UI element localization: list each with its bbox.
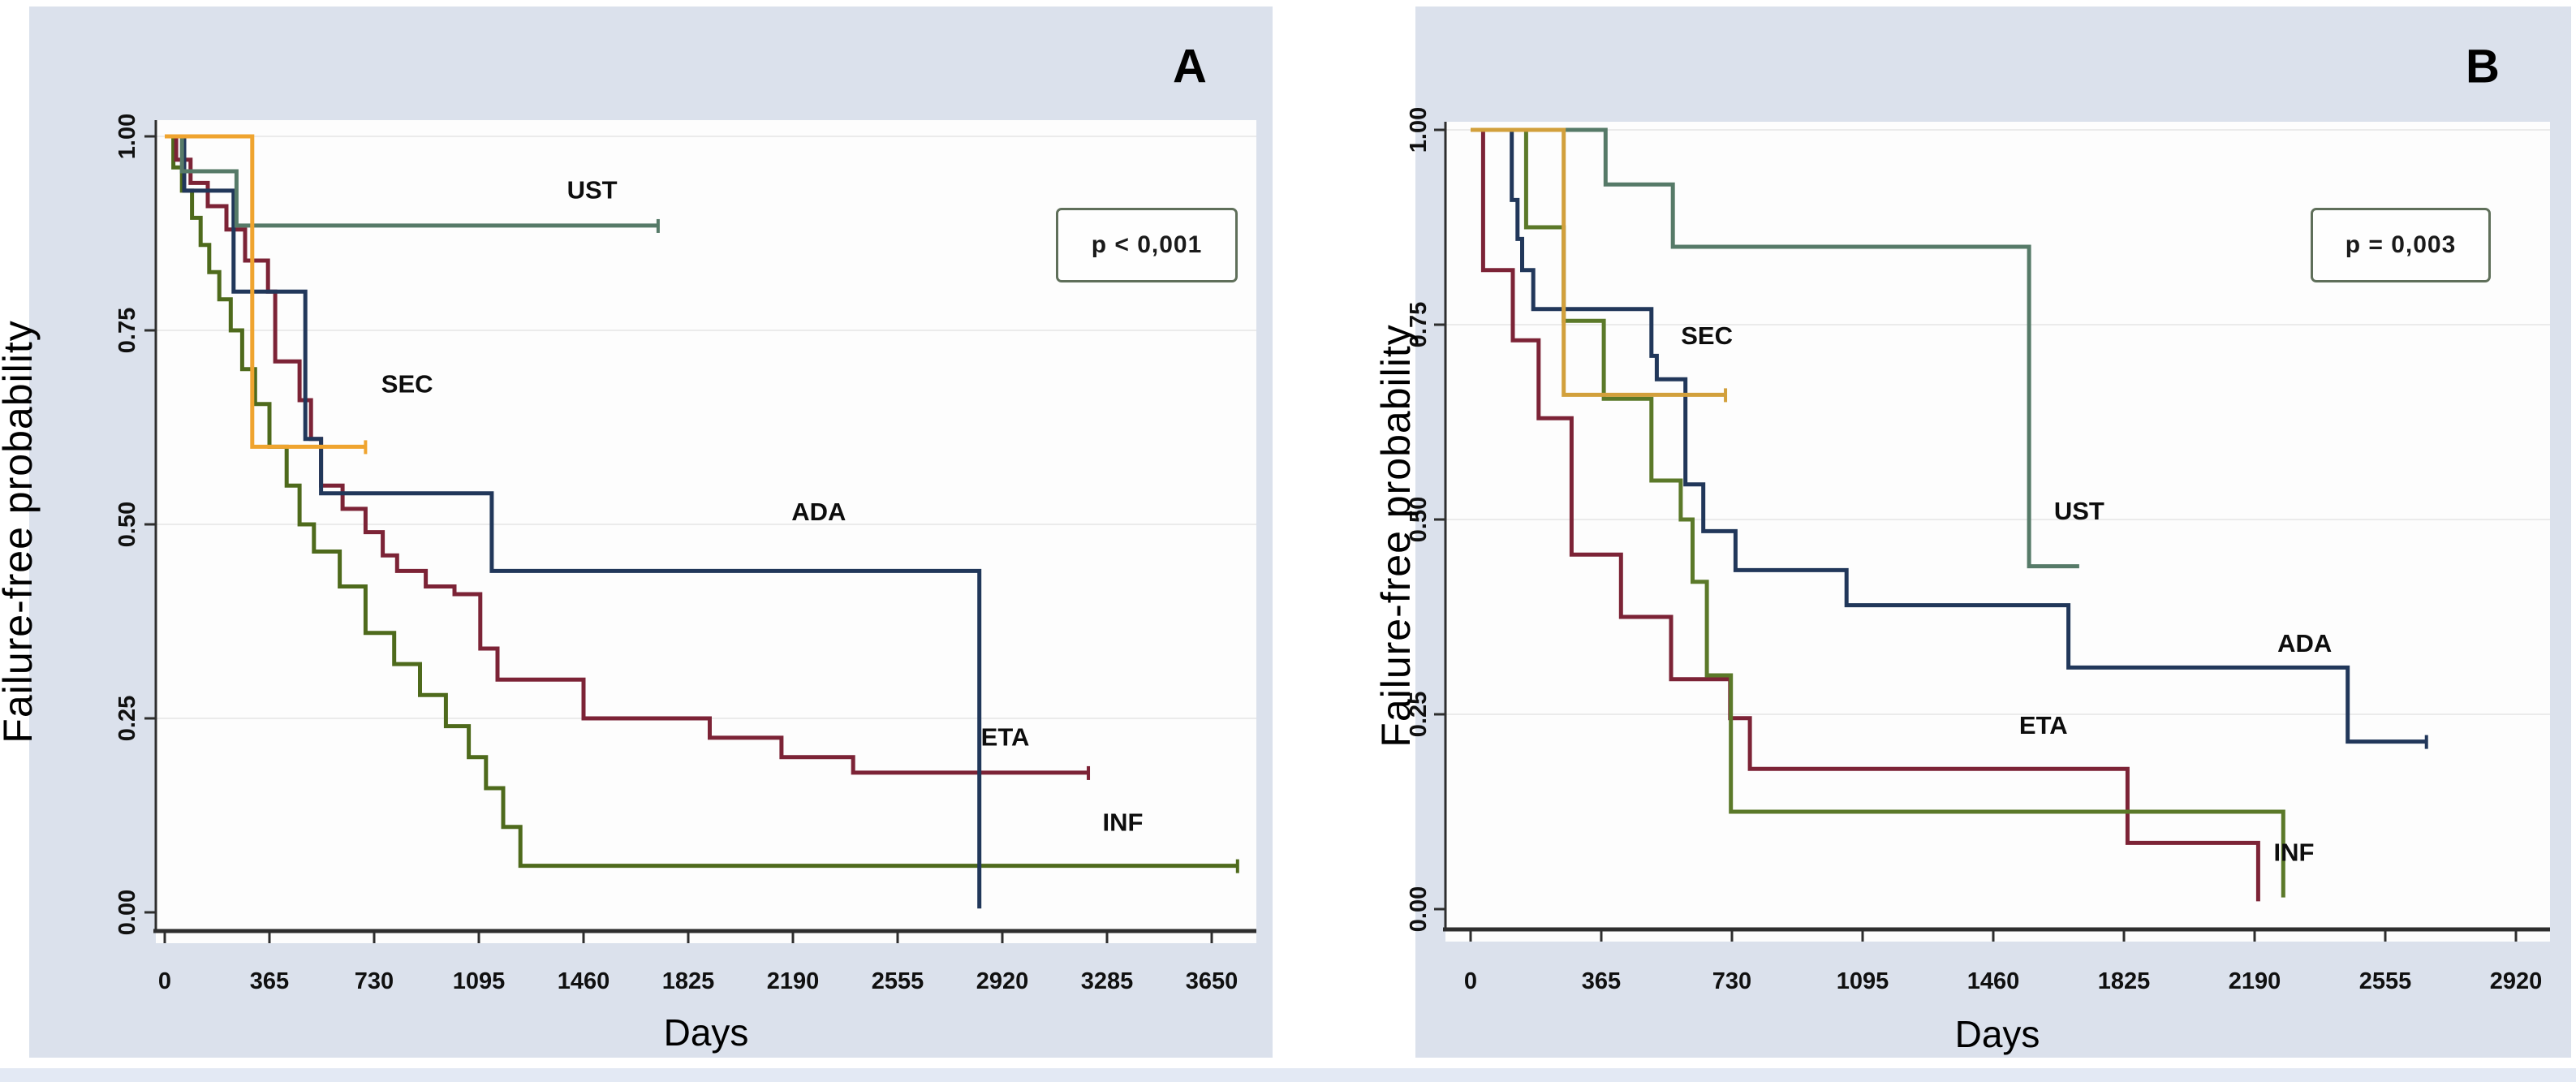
x-tick-label-B: 2920 bbox=[2490, 968, 2543, 994]
curve-label-SEC-B: SEC bbox=[1681, 321, 1733, 350]
y-tick-label-A: 0.50 bbox=[114, 502, 140, 547]
km-curve-UST-B bbox=[1471, 127, 2079, 569]
km-curve-SEC-A bbox=[165, 134, 366, 449]
x-tick-label-A: 730 bbox=[355, 968, 394, 994]
curve-label-ADA-A: ADA bbox=[791, 498, 846, 526]
x-tick-label-B: 0 bbox=[1464, 968, 1477, 994]
km-curve-ETA-B bbox=[1471, 127, 2260, 902]
y-tick-label-A: 0.75 bbox=[114, 308, 140, 353]
x-tick-label-B: 730 bbox=[1712, 968, 1751, 994]
curve-label-ETA-B: ETA bbox=[2019, 711, 2068, 739]
y-tick-label-B: 0.75 bbox=[1406, 302, 1432, 347]
y-axis-title-b: Failure-free probability bbox=[1373, 324, 1419, 748]
p-value-text-b: p = 0,003 bbox=[2345, 231, 2457, 258]
y-axis-title-a: Failure-free probability bbox=[0, 320, 41, 744]
x-axis-title-a: Days bbox=[663, 1011, 749, 1054]
x-tick-label-A: 1460 bbox=[558, 968, 610, 994]
curve-label-UST-B: UST bbox=[2054, 497, 2104, 525]
x-tick-label-A: 2920 bbox=[976, 968, 1029, 994]
km-curve-INF-A bbox=[165, 134, 1238, 869]
curve-label-ETA-A: ETA bbox=[981, 722, 1030, 751]
x-axis-title-b: Days bbox=[1954, 1013, 2040, 1055]
x-tick-label-A: 2190 bbox=[767, 968, 820, 994]
y-tick-label-B: 0.25 bbox=[1406, 692, 1432, 737]
x-tick-label-B: 1095 bbox=[1837, 968, 1889, 994]
x-tick-label-A: 1095 bbox=[453, 968, 506, 994]
km-curve-ADA-A bbox=[165, 134, 982, 909]
x-tick-label-B: 1460 bbox=[1967, 968, 2020, 994]
curve-label-UST-A: UST bbox=[567, 175, 618, 204]
curve-label-INF-B: INF bbox=[2274, 838, 2315, 866]
y-tick-label-A: 1.00 bbox=[114, 114, 140, 159]
p-value-box-b: p = 0,003 bbox=[2311, 208, 2491, 282]
km-curve-ETA-A bbox=[165, 134, 1088, 775]
y-tick-label-B: 0.00 bbox=[1406, 886, 1432, 932]
x-tick-label-A: 3285 bbox=[1081, 968, 1134, 994]
panel-letter-b: B bbox=[2466, 40, 2500, 93]
y-tick-label-B: 0.50 bbox=[1406, 497, 1432, 542]
x-tick-label-B: 2555 bbox=[2359, 968, 2412, 994]
km-curve-SEC-B bbox=[1471, 127, 1726, 397]
y-tick-label-A: 0.00 bbox=[114, 890, 140, 935]
x-tick-label-A: 2555 bbox=[872, 968, 924, 994]
km-curve-ADA-B bbox=[1471, 127, 2427, 744]
figure-bottom-strip bbox=[0, 1068, 2576, 1082]
y-tick-label-A: 0.25 bbox=[114, 696, 140, 741]
curve-label-ADA-B: ADA bbox=[2277, 629, 2332, 657]
curve-label-SEC-A: SEC bbox=[381, 369, 433, 398]
p-value-box-a: p < 0,001 bbox=[1056, 208, 1238, 282]
x-tick-label-A: 1825 bbox=[662, 968, 715, 994]
x-tick-label-A: 0 bbox=[158, 968, 171, 994]
x-tick-label-A: 365 bbox=[250, 968, 289, 994]
x-tick-label-B: 2190 bbox=[2229, 968, 2281, 994]
x-tick-label-A: 3650 bbox=[1186, 968, 1238, 994]
y-tick-label-B: 1.00 bbox=[1406, 107, 1432, 153]
p-value-text-a: p < 0,001 bbox=[1091, 231, 1203, 258]
x-tick-label-B: 1825 bbox=[2098, 968, 2151, 994]
x-tick-label-B: 365 bbox=[1582, 968, 1621, 994]
panel-letter-a: A bbox=[1173, 40, 1207, 93]
curve-label-INF-A: INF bbox=[1102, 808, 1143, 837]
